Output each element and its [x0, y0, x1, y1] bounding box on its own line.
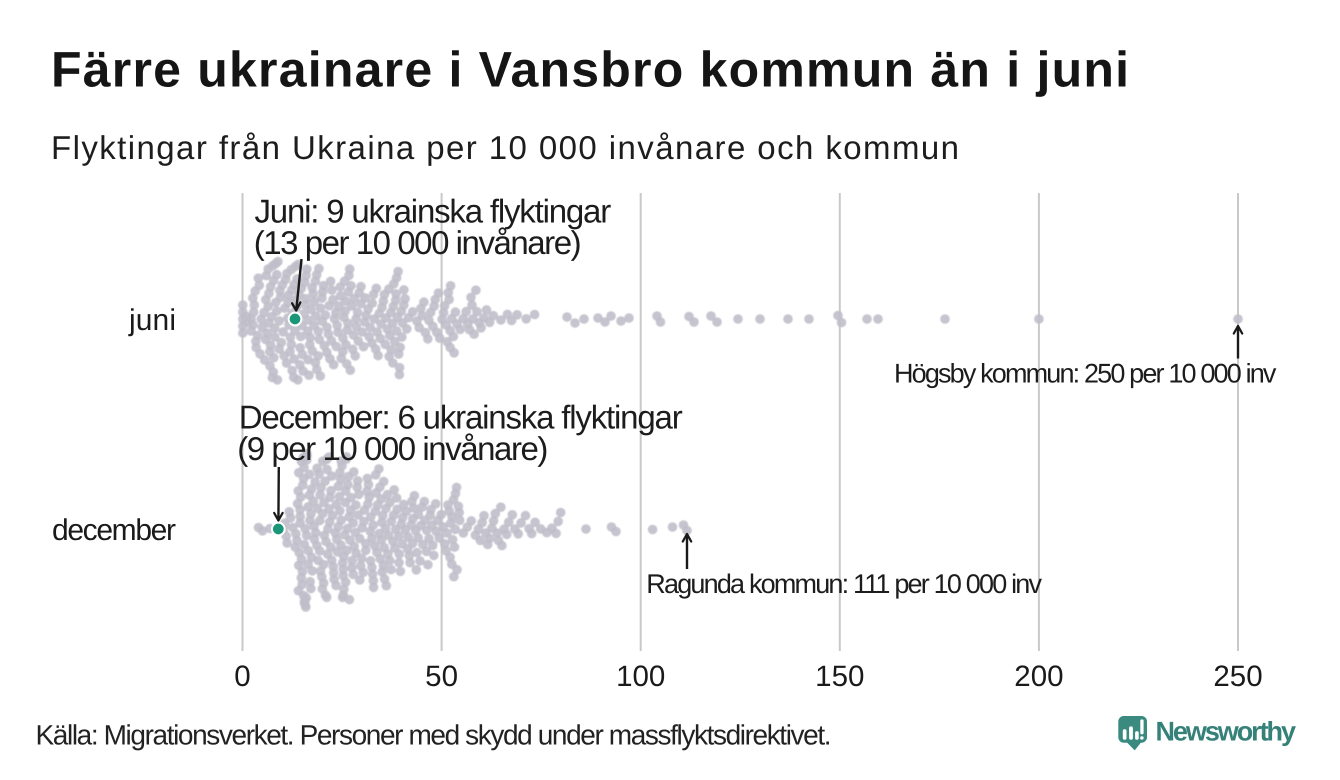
svg-text:250: 250: [1213, 660, 1262, 693]
svg-text:Ragunda kommun: 111 per 10 000: Ragunda kommun: 111 per 10 000 inv: [646, 569, 1042, 599]
svg-text:(9 per 10 000 invånare): (9 per 10 000 invånare): [237, 430, 548, 467]
svg-text:juni: juni: [128, 304, 176, 337]
svg-text:150: 150: [815, 660, 864, 693]
svg-text:Högsby kommun: 250 per 10 000: Högsby kommun: 250 per 10 000 inv: [894, 358, 1277, 388]
svg-text:Juni: 9 ukrainska flyktingar: Juni: 9 ukrainska flyktingar: [255, 192, 612, 229]
svg-text:100: 100: [616, 660, 665, 693]
svg-text:Newsworthy: Newsworthy: [1156, 717, 1297, 747]
svg-text:december: december: [52, 514, 176, 547]
svg-text:Flyktingar från Ukraina per 10: Flyktingar från Ukraina per 10 000 invån…: [51, 129, 959, 166]
svg-text:December: 6 ukrainska flykting: December: 6 ukrainska flyktingar: [239, 399, 683, 436]
svg-text:(13 per 10 000 invånare): (13 per 10 000 invånare): [254, 224, 582, 261]
svg-text:Färre ukrainare i Vansbro komm: Färre ukrainare i Vansbro kommun än i ju…: [51, 41, 1129, 97]
svg-text:Källa: Migrationsverket. Perso: Källa: Migrationsverket. Personer med sk…: [36, 720, 832, 751]
svg-text:50: 50: [425, 660, 458, 693]
svg-text:0: 0: [234, 660, 250, 693]
svg-text:200: 200: [1014, 660, 1063, 693]
